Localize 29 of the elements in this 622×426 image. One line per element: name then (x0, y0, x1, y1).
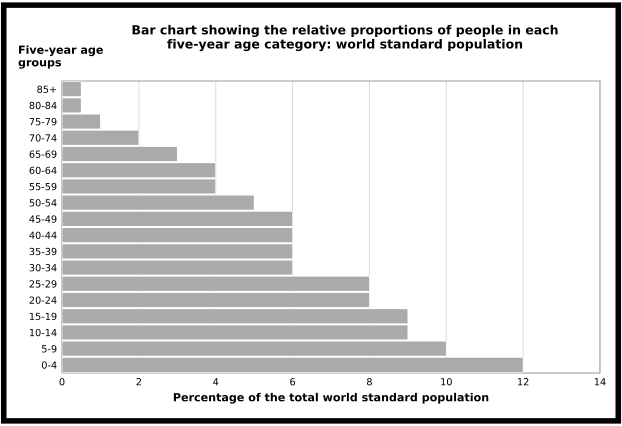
y-tick-label: 35-39 (30, 248, 56, 256)
y-tick-label: 60-64 (30, 166, 57, 174)
y-tick-label: 25-29 (30, 280, 56, 288)
x-tick-label: 10 (441, 378, 452, 386)
y-tick-label: 30-34 (30, 264, 57, 272)
y-tick-label: 70-74 (30, 134, 57, 142)
y-tick-label: 20-24 (30, 296, 57, 304)
y-tick-label: 75-79 (30, 118, 56, 126)
x-tick-label: 6 (290, 378, 296, 386)
x-tick-label: 2 (136, 378, 141, 386)
y-tick-label: 40-44 (29, 232, 57, 239)
x-axis-title: Percentage of the total world standard population (174, 392, 488, 404)
y-tick-label: 55-59 (30, 182, 56, 190)
y-tick-label: 80-84 (30, 102, 57, 110)
y-tick-label: 85+ (37, 86, 56, 93)
y-tick-label: 45-49 (29, 215, 56, 223)
x-tick-label: 4 (213, 378, 218, 386)
x-tick-label: 12 (518, 378, 528, 386)
y-tick-label: 0-4 (42, 361, 57, 369)
y-tick-label: 15-19 (30, 312, 56, 320)
y-tick-label: 5-9 (42, 345, 56, 352)
y-tick-label: 50-54 (30, 199, 57, 206)
chart-title: Bar chart showing the relative proportions of people in each five-year age category: world standard population (132, 24, 558, 52)
x-tick-label: 8 (366, 378, 372, 386)
x-tick-label: 14 (594, 378, 606, 386)
y-tick-label: 65-69 (30, 150, 56, 158)
x-tick-label: 0 (60, 378, 64, 386)
y-tick-label: 10-14 (30, 328, 57, 336)
y-axis-title: Five-year age groups (18, 45, 103, 69)
